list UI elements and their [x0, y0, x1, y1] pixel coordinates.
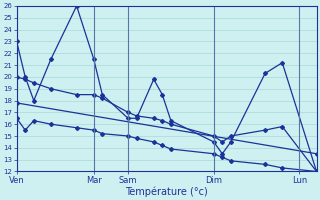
X-axis label: Température (°c): Température (°c)	[125, 186, 208, 197]
